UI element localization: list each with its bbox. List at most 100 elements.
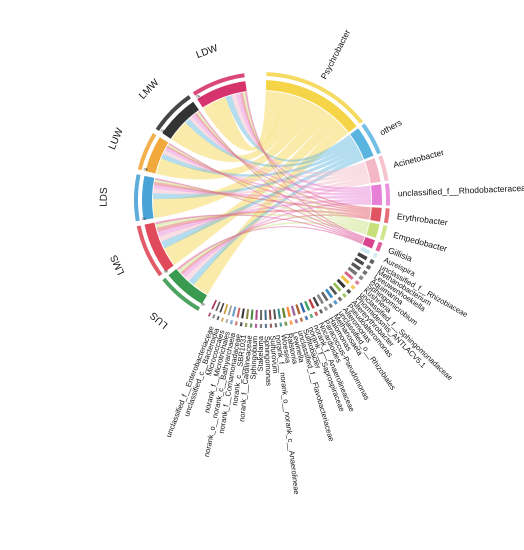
taxon-arc-28 [277,308,281,319]
taxon-outer-ring-21 [314,311,319,317]
scale-tick-label: 0k [161,128,165,133]
taxon-outer-ring-4 [383,208,390,224]
taxon-arc-23 [299,302,306,313]
taxon-outer-ring-8 [369,258,375,265]
taxon-arc-40 [223,304,229,315]
chord-ribbon-15 [153,172,369,195]
sample-arc-LDW [197,81,247,108]
sample-label-LUW: LUW [107,126,126,151]
scale-tick-label: 0k [196,93,200,98]
taxon-arc-17 [325,288,334,299]
taxon-outer-ring-26 [289,320,293,325]
chord-ribbon-12 [231,93,366,175]
taxon-outer-ring-10 [362,270,368,276]
taxon-outer-ring-40 [220,317,224,322]
taxon-arc-42 [215,301,221,312]
sample-outer-ring-LDW [192,73,245,96]
taxon-outer-ring-36 [239,322,243,327]
sample-outer-ring-LUW [137,133,157,171]
taxon-arc-5 [366,222,380,238]
taxon-label-34: Stakelama [256,335,265,371]
taxon-arc-10 [350,262,362,271]
chord-ribbons [152,90,372,295]
taxon-arc-13 [340,275,350,285]
taxon-outer-ring-20 [318,308,324,314]
taxon-outer-ring-18 [328,303,334,309]
taxon-arc-15 [332,282,342,292]
chord-ribbon-8 [161,142,358,177]
taxon-outer-ring-15 [341,292,347,298]
taxon-outer-ring-2 [378,155,389,182]
chord-arcs [134,72,390,328]
chord-ribbon-5 [193,123,349,295]
taxon-arc-20 [312,296,320,307]
taxon-outer-ring-28 [279,322,283,327]
taxon-arc-19 [316,294,324,305]
taxon-label-4: Erythrobacter [396,211,448,227]
taxon-arc-21 [308,298,315,309]
taxon-arc-4 [370,207,382,222]
chord-ribbon-25 [194,112,371,212]
taxon-label-1: others [378,117,404,137]
chord-ribbon-17 [185,179,370,282]
chord-ribbon-19 [191,113,371,193]
chord-ribbon-41 [176,226,363,271]
taxon-label-3: unclassified_f__Rhodobacteraceae [398,183,524,199]
taxon-arc-37 [236,307,241,318]
chord-ribbon-10 [161,150,362,249]
taxon-outer-ring-31 [264,323,268,328]
taxon-arc-33 [255,309,258,320]
scale-tick-label: 0k [164,269,168,274]
taxon-arc-39 [227,305,233,316]
chord-ribbon-26 [166,145,371,214]
taxon-outer-ring-23 [304,315,309,321]
chord-ribbon-2 [156,98,318,180]
taxon-outer-ring-14 [346,288,352,294]
taxon-arc-32 [259,309,263,320]
taxon-arc-12 [344,271,354,280]
sample-arc-LDS [142,175,155,220]
chord-ribbon-31 [196,111,369,227]
chord-ribbon-32 [167,143,369,228]
sample-outer-ring-LUS [162,277,200,311]
taxon-arc-25 [290,305,296,316]
chord-ribbon-37 [198,110,365,240]
taxon-outer-ring-22 [309,313,314,319]
taxon-arc-41 [219,302,225,313]
chord-ribbon-6 [225,95,353,162]
taxon-arc-14 [336,278,346,289]
chord-ribbon-16 [159,175,370,242]
sample-label-LDS: LDS [98,187,109,207]
chord-ribbon-11 [188,155,364,286]
chord-ribbon-14 [163,150,368,183]
taxon-arc-18 [320,291,329,302]
taxon-label-0: Psychrobacter [319,28,353,81]
taxon-outer-ring-43 [207,312,212,317]
taxon-arc-6 [362,236,376,249]
chord-ribbon-34 [155,213,368,233]
taxon-outer-ring-33 [254,323,258,328]
taxon-arc-7 [359,246,371,255]
taxon-arc-29 [273,309,277,320]
taxon-outer-ring-5 [379,225,388,241]
chord-ribbon-28 [156,209,371,232]
chord-ribbon-22 [157,198,372,237]
taxon-arc-30 [268,309,272,320]
taxon-outer-ring-32 [259,323,263,328]
sample-arc-LUS [168,268,207,304]
taxon-label-33: Sphingomonas [263,336,274,387]
taxon-arc-22 [304,300,311,311]
chord-ribbon-9 [152,146,360,200]
taxon-outer-ring-13 [350,284,356,290]
taxon-arc-36 [241,308,245,319]
sample-outer-ring-LDS [134,174,141,222]
taxon-outer-ring-17 [333,299,338,305]
taxon-outer-ring-37 [234,321,238,326]
chord-ribbon-30 [242,92,369,225]
chord-ribbon-21 [153,184,372,199]
sample-outer-ring-LMS [136,225,163,277]
sample-arc-LMS [144,222,174,272]
taxon-outer-ring-25 [294,318,299,324]
taxon-arc-24 [295,304,301,315]
